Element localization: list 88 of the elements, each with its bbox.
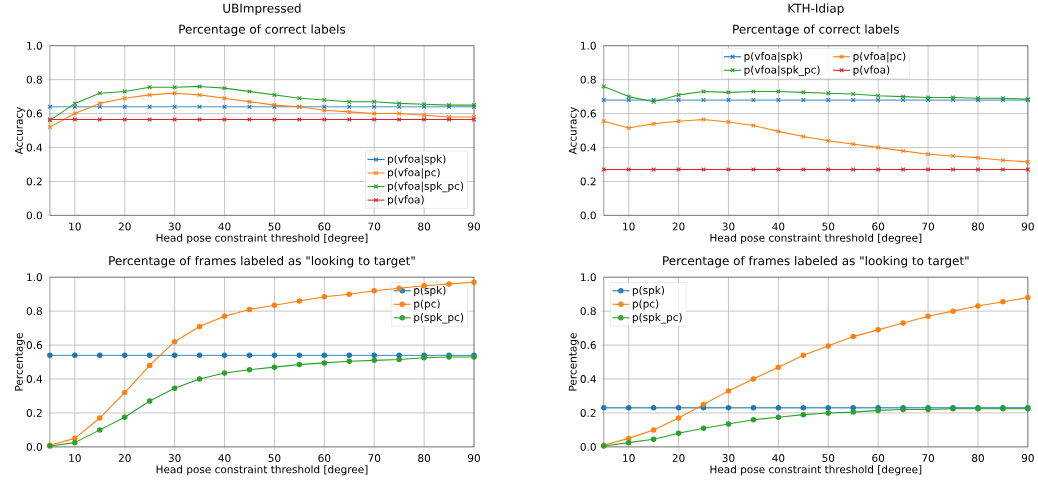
x-tick-label: 30 bbox=[722, 222, 735, 231]
legend-label: p(vfoa|spk_pc) bbox=[744, 65, 820, 77]
y-tick-label: 0.8 bbox=[26, 307, 42, 316]
x-tick-label: 20 bbox=[118, 222, 131, 231]
y-tick-label: 1.0 bbox=[27, 273, 43, 282]
chart-subtitle: Percentage of correct labels bbox=[179, 24, 346, 37]
legend-label: p(pc) bbox=[632, 299, 659, 310]
x-tick-label: 40 bbox=[772, 454, 785, 463]
y-tick-label: 0.8 bbox=[580, 307, 596, 316]
y-tick-label: 0.0 bbox=[580, 443, 596, 451]
y-tick-label: 0.0 bbox=[580, 211, 596, 220]
legend-label: p(pc) bbox=[414, 299, 440, 310]
legend-label: p(spk_pc) bbox=[414, 313, 464, 324]
x-axis-title: Head pose constraint threshold [degree] bbox=[156, 465, 368, 476]
legend-label: p(vfoa|spk_pc) bbox=[388, 181, 464, 193]
x-tick-label: 70 bbox=[368, 454, 381, 463]
chart-title: Percentage of frames labeled as "looking to target" bbox=[663, 256, 969, 268]
x-tick-label: 70 bbox=[368, 222, 381, 231]
x-tick-label: 60 bbox=[318, 454, 331, 463]
x-tick-label: 80 bbox=[418, 454, 431, 463]
y-tick-label: 0.2 bbox=[580, 409, 596, 417]
x-tick-label: 30 bbox=[722, 454, 735, 463]
x-tick-label: 60 bbox=[872, 222, 885, 231]
x-axis-title: Head pose constraint threshold [degree] bbox=[710, 233, 922, 244]
x-tick-label: 80 bbox=[972, 222, 984, 231]
y-tick-label: 0.4 bbox=[26, 143, 43, 152]
x-tick-label: 60 bbox=[872, 454, 885, 463]
y-axis-title: Percentage bbox=[568, 333, 579, 391]
x-tick-label: 40 bbox=[218, 222, 231, 231]
legend-label: p(vfoa|pc) bbox=[388, 168, 440, 179]
x-tick-label: 50 bbox=[268, 222, 281, 231]
y-tick-label: 0.6 bbox=[580, 341, 596, 350]
x-tick-label: 30 bbox=[168, 454, 181, 463]
x-tick-label: 20 bbox=[672, 454, 685, 463]
x-tick-label: 70 bbox=[922, 454, 935, 463]
y-tick-label: 0.6 bbox=[580, 109, 596, 118]
legend-label: p(vfoa|spk) bbox=[744, 52, 802, 63]
x-tick-label: 40 bbox=[218, 454, 231, 463]
x-tick-label: 50 bbox=[268, 454, 281, 463]
y-axis-title: Accuracy bbox=[15, 107, 25, 155]
x-tick-label: 60 bbox=[318, 222, 331, 231]
x-tick-label: 90 bbox=[468, 222, 480, 231]
y-tick-label: 0.4 bbox=[580, 143, 596, 152]
x-tick-label: 90 bbox=[1021, 454, 1034, 463]
x-tick-label: 20 bbox=[672, 222, 685, 231]
x-tick-label: 10 bbox=[623, 222, 635, 231]
y-tick-label: 0.2 bbox=[26, 177, 42, 186]
y-tick-label: 0.8 bbox=[580, 75, 596, 84]
x-tick-label: 50 bbox=[822, 454, 835, 463]
x-tick-label: 30 bbox=[168, 222, 181, 231]
legend-label: p(spk) bbox=[414, 286, 446, 297]
y-tick-label: 0.4 bbox=[26, 375, 43, 384]
y-tick-label: 0.0 bbox=[26, 211, 43, 220]
y-tick-label: 0.2 bbox=[580, 177, 596, 186]
x-tick-label: 80 bbox=[418, 222, 431, 231]
chart-title: Percentage of frames labeled as "looking to target" bbox=[109, 256, 415, 268]
x-axis-title: Head pose constraint threshold [degree] bbox=[710, 465, 922, 476]
y-tick-label: 0.2 bbox=[26, 409, 42, 417]
x-tick-label: 90 bbox=[1021, 222, 1034, 231]
x-tick-label: 10 bbox=[69, 222, 81, 231]
x-tick-label: 70 bbox=[922, 222, 935, 231]
y-tick-label: 0.4 bbox=[580, 375, 596, 384]
chart-title: KTH-Idiap bbox=[788, 3, 844, 16]
y-tick-label: 1.0 bbox=[581, 273, 596, 282]
legend-label: p(vfoa|pc) bbox=[853, 52, 906, 63]
y-tick-label: 0.8 bbox=[26, 75, 42, 84]
legend-label: p(vfoa|spk) bbox=[388, 154, 446, 166]
chart-subtitle: Percentage of correct labels bbox=[733, 24, 899, 37]
x-tick-label: 80 bbox=[972, 454, 984, 463]
legend-label: p(vfoa) bbox=[388, 195, 424, 206]
legend-label: p(vfoa) bbox=[853, 65, 890, 76]
y-axis-title: Percentage bbox=[15, 333, 25, 391]
x-tick-label: 50 bbox=[822, 222, 835, 231]
x-tick-label: 90 bbox=[468, 454, 480, 463]
x-tick-label: 40 bbox=[772, 222, 785, 231]
x-axis-title: Head pose constraint threshold [degree] bbox=[156, 233, 368, 244]
legend-label: p(spk_pc) bbox=[632, 313, 682, 324]
legend-label: p(spk) bbox=[632, 286, 665, 297]
y-tick-label: 0.6 bbox=[26, 109, 43, 118]
x-tick-label: 10 bbox=[623, 454, 635, 463]
y-tick-label: 1.0 bbox=[581, 41, 596, 50]
y-axis-title: Accuracy bbox=[568, 107, 579, 155]
x-tick-label: 10 bbox=[69, 454, 81, 463]
y-tick-label: 0.0 bbox=[26, 443, 43, 451]
x-tick-label: 20 bbox=[118, 454, 131, 463]
y-tick-label: 1.0 bbox=[27, 41, 43, 50]
y-tick-label: 0.6 bbox=[26, 341, 43, 350]
chart-title: UBImpressed bbox=[223, 3, 301, 16]
